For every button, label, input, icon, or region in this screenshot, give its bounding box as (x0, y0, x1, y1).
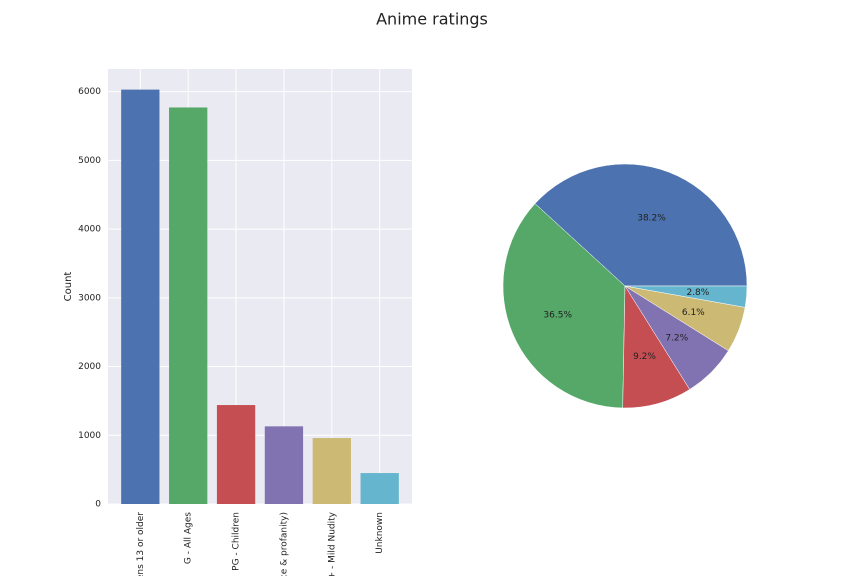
x-tick-label: PG - Children (232, 512, 242, 571)
y-tick-label: 2000 (78, 362, 101, 372)
y-tick-label: 0 (95, 500, 101, 510)
bar (169, 107, 208, 505)
x-tick-label: G - All Ages (184, 512, 194, 564)
bar (121, 89, 160, 504)
pie-slice (624, 285, 748, 308)
y-tick-label: 6000 (78, 87, 101, 97)
bar (216, 405, 256, 504)
x-tick-label: + - Mild Nudity (327, 511, 337, 576)
pie-label: 38.2% (637, 213, 666, 223)
bar (312, 438, 351, 504)
bar (264, 426, 304, 504)
pie-slice (534, 163, 748, 287)
x-tick-label: ens 13 or older (136, 512, 146, 576)
pie-label: 7.2% (665, 333, 688, 343)
pie-label: 2.8% (686, 288, 709, 298)
pie-slice (502, 203, 626, 409)
y-tick-label: 3000 (78, 293, 101, 303)
x-tick-label: Unknown (375, 512, 385, 554)
figure-title: Anime ratings (376, 10, 488, 29)
pie-label: 6.1% (682, 308, 705, 318)
x-tick-label: ce & profanity) (279, 512, 289, 576)
y-axis-label: Count (63, 272, 74, 302)
y-tick-label: 5000 (78, 156, 101, 166)
pie-label: 9.2% (633, 352, 656, 362)
y-tick-label: 1000 (78, 431, 101, 441)
bar (360, 473, 399, 504)
pie-label: 36.5% (543, 310, 572, 320)
y-tick-label: 4000 (78, 225, 101, 235)
